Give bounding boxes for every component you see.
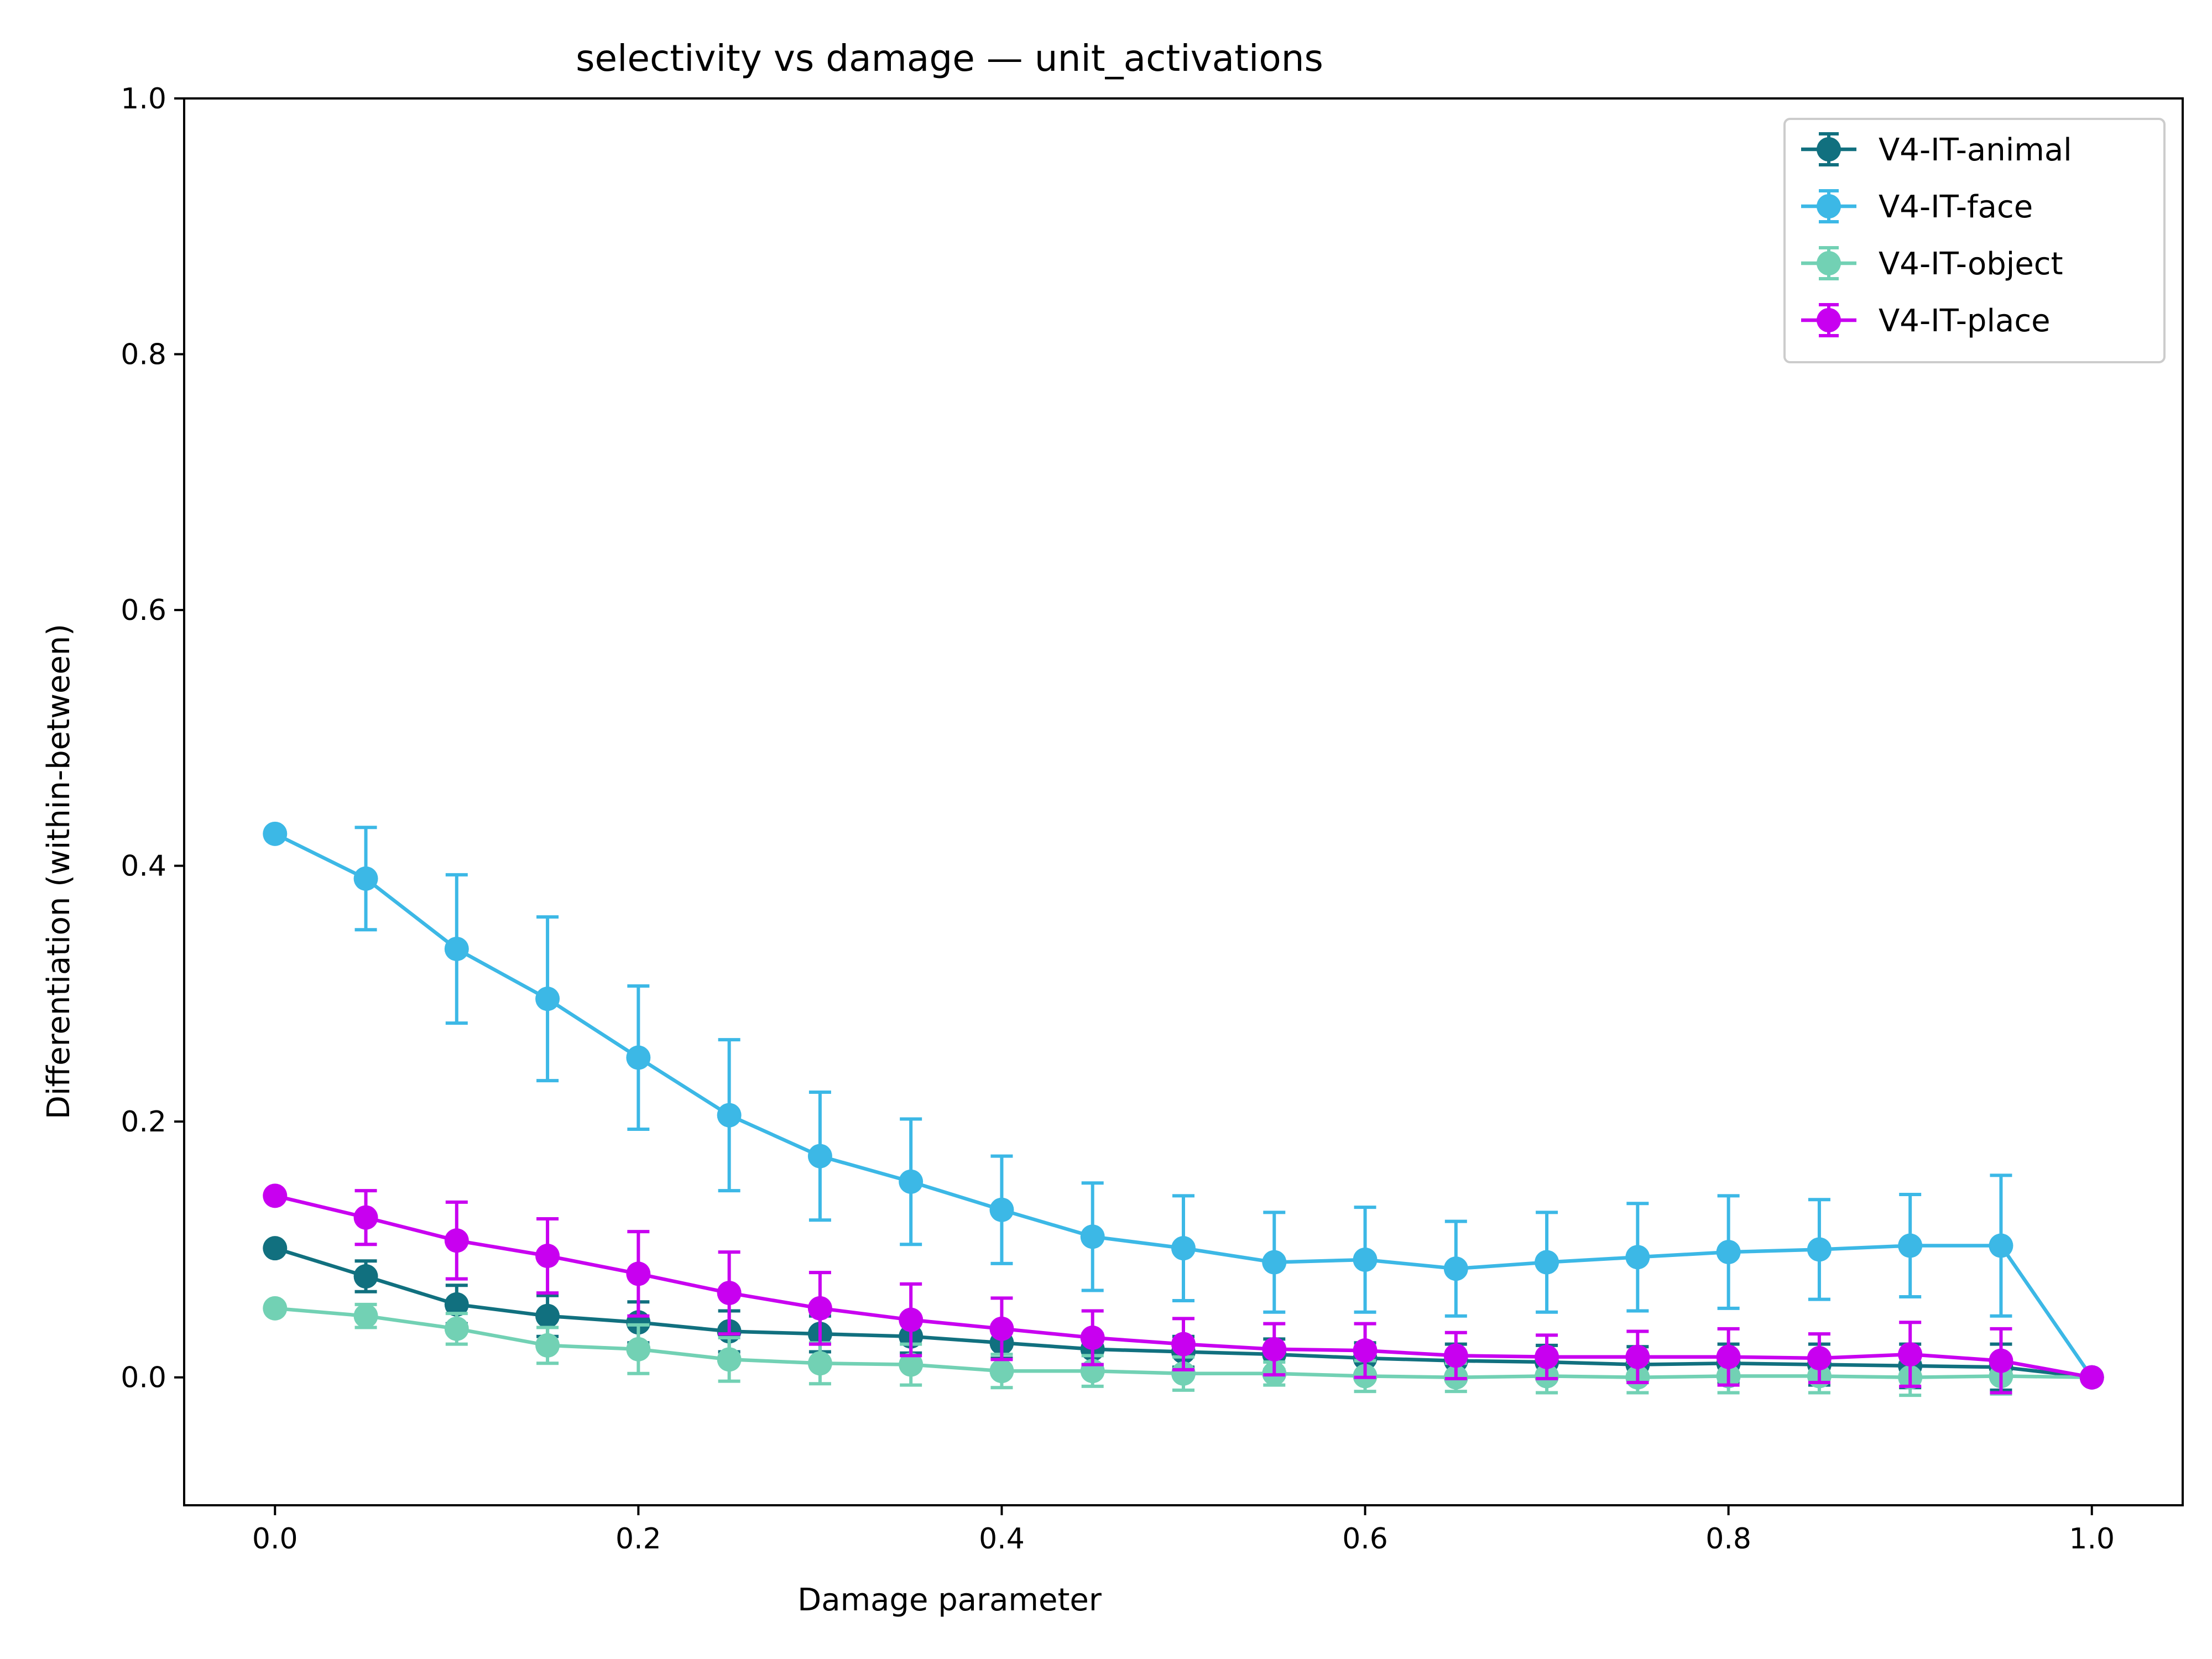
legend-item-V4-IT-object: V4-IT-object (1801, 246, 2063, 282)
x-tick-label: 0.0 (252, 1522, 298, 1556)
data-point (807, 1296, 832, 1321)
series-V4-IT-place (263, 1183, 2104, 1395)
x-tick-label: 0.8 (1705, 1522, 1751, 1556)
series-V4-IT-face (263, 821, 2104, 1390)
data-point (1898, 1342, 1923, 1367)
data-point (1898, 1233, 1923, 1258)
data-point (1171, 1361, 1196, 1386)
axes: 0.0 0.2 0.4 0.6 0.8 1.0 0.0 0.2 0.4 0.6 0.8 1.0 (121, 82, 2184, 1556)
data-point (1716, 1344, 1741, 1369)
data-point (535, 1303, 560, 1328)
data-point (353, 866, 378, 891)
data-point (263, 1183, 288, 1208)
legend-label: V4-IT-face (1879, 189, 2033, 225)
data-point (1262, 1250, 1287, 1275)
legend-marker (1817, 137, 1841, 161)
data-point (353, 1303, 378, 1328)
data-point (1443, 1256, 1468, 1281)
legend-box (1783, 118, 2166, 363)
data-point (444, 1292, 469, 1317)
chart-title: selectivity vs damage — unit_activations (576, 37, 1323, 80)
data-point (1807, 1237, 1832, 1262)
legend-item-V4-IT-place: V4-IT-place (1801, 303, 2051, 339)
data-point (1353, 1338, 1378, 1363)
data-point (989, 1316, 1014, 1341)
y-tick-label: 0.4 (121, 850, 166, 883)
legend-label: V4-IT-place (1879, 303, 2051, 339)
data-point (353, 1205, 378, 1230)
data-point (899, 1352, 924, 1377)
data-point (1625, 1245, 1650, 1270)
data-point (717, 1103, 742, 1128)
data-point (717, 1347, 742, 1372)
legend-marker (1817, 308, 1841, 332)
x-tick-label: 0.6 (1342, 1522, 1388, 1556)
data-point (1171, 1332, 1196, 1357)
data-point (1807, 1346, 1832, 1371)
x-tick-label: 1.0 (2069, 1522, 2115, 1556)
legend-marker (1817, 251, 1841, 275)
legend-label: V4-IT-object (1879, 246, 2063, 282)
data-point (444, 936, 469, 961)
data-point (626, 1337, 651, 1361)
data-point (444, 1228, 469, 1253)
axes-frame (183, 97, 2184, 1506)
y-axis-label: Differentiation (within-between) (41, 624, 77, 1119)
data-point (1080, 1326, 1105, 1350)
data-point (1080, 1224, 1105, 1249)
data-point (1443, 1343, 1468, 1368)
y-tick-label: 0.6 (121, 594, 166, 627)
x-axis-label: Damage parameter (797, 1582, 1102, 1618)
legend-item-V4-IT-face: V4-IT-face (1801, 189, 2033, 225)
data-point (1989, 1233, 2013, 1258)
data-point (1262, 1337, 1287, 1361)
data-point (807, 1351, 832, 1376)
legend-item-V4-IT-animal: V4-IT-animal (1801, 132, 2072, 168)
data-point (717, 1281, 742, 1306)
y-tick-label: 1.0 (121, 82, 166, 116)
y-tick-label: 0.0 (121, 1361, 166, 1395)
data-point (1716, 1240, 1741, 1265)
data-point (444, 1316, 469, 1341)
data-point (2079, 1365, 2104, 1390)
data-point (989, 1359, 1014, 1384)
data-point (1989, 1348, 2013, 1373)
data-point (263, 821, 288, 846)
legend-marker (1817, 194, 1841, 218)
data-point (535, 1244, 560, 1269)
x-tick-label: 0.4 (979, 1522, 1025, 1556)
data-point (989, 1197, 1014, 1222)
data-point (626, 1261, 651, 1286)
data-point (1625, 1344, 1650, 1369)
data-point (535, 1333, 560, 1358)
data-point (899, 1307, 924, 1332)
legend: V4-IT-animal V4-IT-face V4-IT-object V4-IT-… (1783, 118, 2166, 363)
data-point (807, 1144, 832, 1168)
plot-area (263, 821, 2104, 1397)
data-point (1535, 1344, 1559, 1369)
y-tick-label: 0.8 (121, 338, 166, 372)
data-point (263, 1296, 288, 1321)
x-tick-label: 0.2 (615, 1522, 661, 1556)
data-point (1535, 1250, 1559, 1275)
data-point (1171, 1236, 1196, 1261)
legend-label: V4-IT-animal (1879, 132, 2072, 168)
y-tick-label: 0.2 (121, 1105, 166, 1139)
data-point (535, 987, 560, 1011)
data-point (1353, 1247, 1378, 1272)
data-point (263, 1236, 288, 1261)
data-point (353, 1264, 378, 1289)
data-point (626, 1045, 651, 1070)
data-point (899, 1169, 924, 1194)
